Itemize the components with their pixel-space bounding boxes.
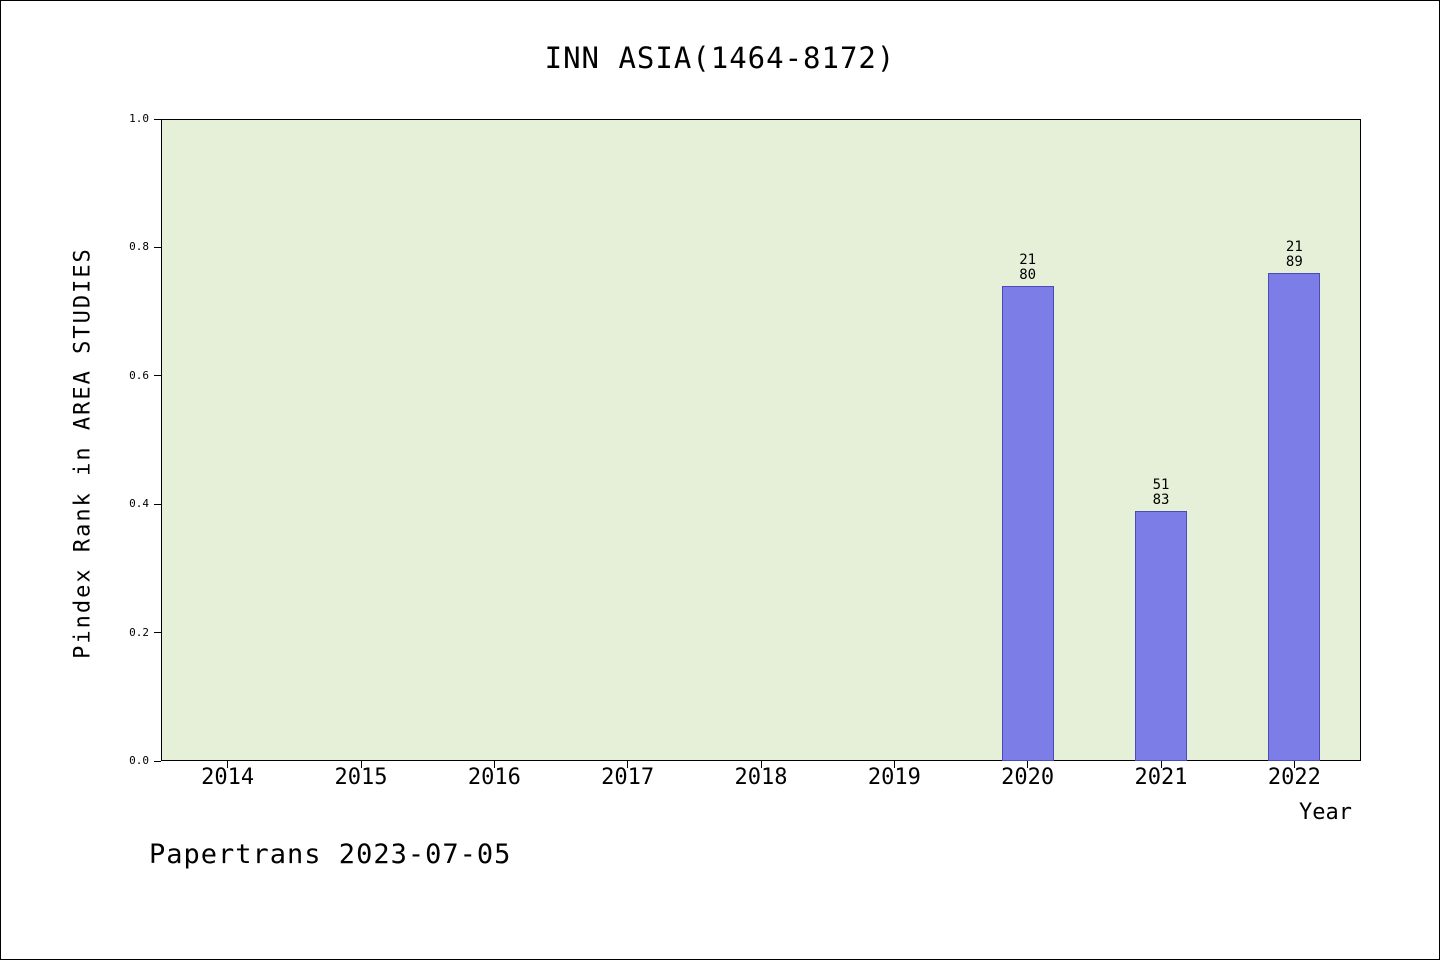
x-tick-label: 2019 <box>867 765 921 790</box>
bar-annotation-2020: 21 80 <box>988 251 1068 283</box>
x-tick-mark <box>227 761 229 768</box>
y-tick-label: 1.0 <box>129 112 149 125</box>
bar-2020 <box>1001 285 1054 761</box>
y-tick-label: 0.2 <box>129 625 149 639</box>
bar-annotation-line: 89 <box>1285 254 1303 271</box>
bar-2021 <box>1135 510 1187 761</box>
x-tick-mark <box>760 761 762 768</box>
bar-annotation-line: 21 <box>1285 239 1303 256</box>
watermark-text: Papertrans 2023-07-05 <box>149 839 512 870</box>
y-tick-label: 0.0 <box>129 754 149 767</box>
y-tick-mark <box>154 246 161 248</box>
x-tick-label: 2014 <box>201 765 255 790</box>
x-tick-label: 2022 <box>1267 765 1321 790</box>
y-tick-label: 0.6 <box>129 368 149 382</box>
bar-annotation-2022: 21 89 <box>1254 240 1334 270</box>
y-tick-mark <box>154 632 161 634</box>
bar-annotation-2021: 51 83 <box>1121 476 1201 508</box>
x-tick-mark <box>1160 761 1162 768</box>
x-tick-mark <box>627 761 629 768</box>
x-tick-mark <box>360 761 362 768</box>
x-tick-mark <box>1293 761 1295 768</box>
bar-annotation-line: 83 <box>1152 491 1170 508</box>
bar-2022 <box>1268 273 1321 761</box>
x-tick-mark <box>493 761 495 768</box>
x-tick-label: 2015 <box>334 765 388 790</box>
x-tick-mark <box>1027 761 1029 768</box>
y-tick-label: 0.8 <box>129 240 149 254</box>
chart-title: INN ASIA(1464-8172) <box>544 41 896 75</box>
y-tick-mark <box>154 375 161 377</box>
x-tick-label: 2016 <box>467 765 521 790</box>
x-tick-label: 2018 <box>734 765 788 790</box>
y-axis-label: Pindex Rank in AREA STUDIES <box>70 247 96 659</box>
bar-annotation-line: 80 <box>1019 266 1037 283</box>
y-tick-mark <box>154 760 161 762</box>
y-tick-mark <box>154 503 161 505</box>
bar-annotation-line: 51 <box>1152 476 1170 493</box>
x-tick-label: 2020 <box>1001 765 1055 790</box>
x-axis-label: Year <box>1299 800 1352 825</box>
x-tick-label: 2017 <box>601 765 655 790</box>
bar-annotation-line: 21 <box>1019 251 1037 268</box>
y-tick-label: 0.4 <box>129 497 149 511</box>
x-tick-mark <box>893 761 895 768</box>
y-tick-mark <box>154 118 161 120</box>
x-tick-label: 2021 <box>1134 765 1188 790</box>
